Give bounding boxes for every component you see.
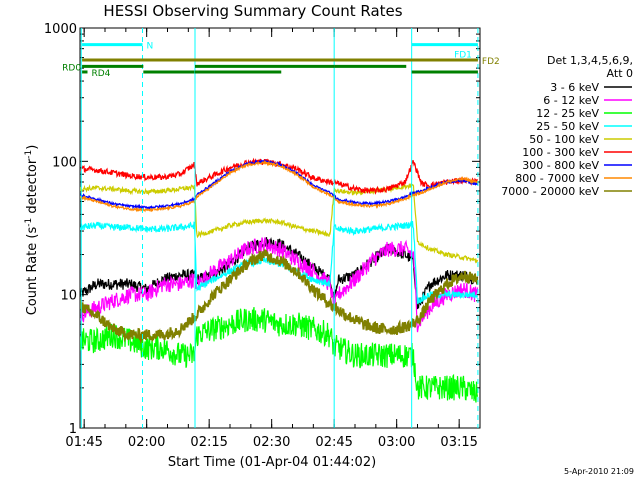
plot-area: 1 10 100 1000 01:45 02:00 02:15 02:30 02:45 03:00… [44,22,500,450]
y-axis-label-sup: -1 [24,218,34,227]
y-axis-label: Count Rate (s-1 detector-1) [24,145,40,316]
legend-header-line1: Det 1,3,4,5,6,9, [547,54,633,67]
axes-frame [79,27,481,429]
x-tick-label: 02:00 [128,435,165,450]
x-axis-label: Start Time (01-Apr-04 01:44:02) [168,455,376,470]
y-tick-label: 100 [52,155,77,170]
y-tick-label: 1000 [44,22,77,37]
x-tick-label: 02:15 [190,435,227,450]
series-line-6 [80,159,478,211]
y-axis-label-sup2: -1 [24,150,34,159]
series-line-7 [80,160,479,213]
legend-entry-label: 800 - 7000 keV [515,172,599,185]
legend-entry-label: 50 - 100 keV [529,133,599,146]
legend-header-line2: Att 0 [607,67,633,80]
flag-bar-label: N [147,42,154,52]
series-group [80,157,479,403]
legend-entry-label: 100 - 300 keV [522,146,599,159]
y-axis-label-close: ) [25,145,40,150]
footer-timestamp: 5-Apr-2010 21:09 [564,467,634,476]
legend-entry-label: 6 - 12 keV [543,94,599,107]
legend-entry-label: 12 - 25 keV [536,107,599,120]
flag-bar-label: FD1 [454,51,472,61]
flag-bar-label: RD0 [62,63,81,73]
x-tick-label: 02:30 [253,435,290,450]
flag-bar-label: RD4 [92,69,111,79]
x-tick-label: 03:00 [378,435,415,450]
legend-entry-label: 7000 - 20000 keV [501,185,599,198]
chart-title: HESSI Observing Summary Count Rates [103,2,402,20]
legend-entry-label: 25 - 50 keV [536,120,599,133]
flag-bar-label: FD2 [482,57,500,67]
legend-entry-label: 300 - 800 keV [522,159,599,172]
y-axis-label-mid: detector [25,158,40,218]
x-tick-label: 02:45 [315,435,352,450]
legend-entry-label: 3 - 6 keV [550,81,599,94]
y-tick-label: 10 [60,289,77,304]
x-tick-label: 01:45 [65,435,102,450]
y-tick-label: 1 [69,422,77,437]
y-axis-label-main: Count Rate (s [25,227,40,316]
x-tick-label: 03:15 [440,435,477,450]
